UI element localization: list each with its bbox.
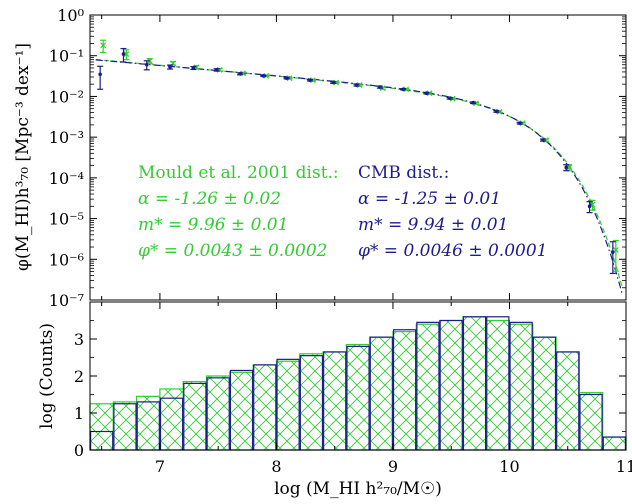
mould-histogram-bar xyxy=(299,353,324,451)
mould-histogram-bar xyxy=(532,336,557,451)
mould-histogram-bar xyxy=(322,351,347,451)
cmb-data-point xyxy=(541,138,545,142)
bottom-panel: 0 1 2 3 7 8 9 10 11 log (Counts) xyxy=(37,301,632,476)
cmb-data-point xyxy=(121,52,126,56)
x-axis-label: log (M_HI h²₇₀/M☉) xyxy=(274,479,442,499)
cmb-mstar: m* = 9.94 ± 0.01 xyxy=(358,215,508,235)
bottom-y-tick-label: 1 xyxy=(74,404,84,423)
cmb-heading: CMB dist.: xyxy=(358,163,449,183)
mould-histogram-bar xyxy=(252,364,278,451)
cmb-data-point xyxy=(261,74,266,78)
mould-data-point xyxy=(286,75,293,82)
mould-data-point xyxy=(333,79,340,86)
mould-data-point xyxy=(519,120,526,127)
cmb-data-point xyxy=(238,71,242,76)
cmb-data-point xyxy=(424,91,429,96)
mould-histogram-bar xyxy=(462,316,487,451)
top-data-points xyxy=(97,39,619,275)
cmb-data-point xyxy=(331,80,335,85)
top-panel: 10⁰ 10⁻¹ 10⁻² 10⁻³ 10⁻⁴ 10⁻⁵ 10⁻⁶ 10⁻⁷ φ(M_HI)h… xyxy=(13,6,627,310)
mould-data-point xyxy=(403,86,410,93)
top-y-tick-label: 10⁻⁴ xyxy=(49,169,84,188)
top-y-ticks: 10⁰ 10⁻¹ 10⁻² 10⁻³ 10⁻⁴ 10⁻⁵ 10⁻⁶ 10⁻⁷ xyxy=(49,6,626,310)
cmb-alpha: α = -1.25 ± 0.01 xyxy=(358,189,501,209)
bottom-y-tick-label: 3 xyxy=(74,330,84,349)
top-plot-frame xyxy=(89,14,627,301)
mould-annotation: Mould et al. 2001 dist.: α = -1.26 ± 0.0… xyxy=(138,163,339,261)
cmb-data-point xyxy=(517,121,522,126)
bottom-y-axis-label: log (Counts) xyxy=(37,323,57,429)
cmb-data-point xyxy=(168,65,172,69)
x-tick-label: 11 xyxy=(616,457,632,476)
mould-histogram-bar xyxy=(275,360,301,451)
mould-histogram-bar xyxy=(136,395,161,451)
top-y-tick-label: 10⁰ xyxy=(57,6,84,25)
mould-histogram-bar xyxy=(578,392,604,451)
cmb-data-point xyxy=(401,87,405,92)
cmb-data-point xyxy=(587,204,592,209)
bottom-y-tick-label: 0 xyxy=(74,441,84,460)
mould-data-point xyxy=(566,164,573,171)
mould-histogram-bar xyxy=(205,375,231,451)
top-y-tick-label: 10⁻⁶ xyxy=(49,250,84,269)
top-y-tick-label: 10⁻¹ xyxy=(49,47,84,66)
cmb-data-point xyxy=(494,109,499,114)
mould-data-point xyxy=(309,77,316,84)
mould-data-point xyxy=(100,42,107,49)
x-tick-label: 9 xyxy=(388,457,398,476)
cmb-data-point xyxy=(611,250,615,254)
mould-histogram-bar xyxy=(369,336,394,451)
cmb-data-point xyxy=(191,66,196,70)
mould-alpha: α = -1.26 ± 0.02 xyxy=(138,189,281,209)
mould-data-point xyxy=(426,90,433,97)
mould-data-point xyxy=(263,72,270,79)
cmb-data-point xyxy=(564,165,569,170)
mould-data-point xyxy=(123,51,130,57)
mould-histogram-bar xyxy=(112,401,138,451)
mould-histogram-bar xyxy=(392,331,417,451)
cmb-data-point xyxy=(98,72,102,77)
top-y-tick-label: 10⁻⁵ xyxy=(49,210,84,229)
mould-histogram-bar xyxy=(508,323,534,451)
x-tick-label: 8 xyxy=(271,457,281,476)
cmb-data-point xyxy=(308,78,312,83)
bottom-y-ticks: 0 1 2 3 xyxy=(74,320,626,460)
cmb-data-point xyxy=(214,68,219,72)
cmb-data-point xyxy=(378,85,382,89)
mould-histogram-bar xyxy=(485,319,511,451)
mould-histogram-bar xyxy=(602,436,627,451)
mould-histogram-bar xyxy=(229,371,254,451)
top-y-tick-label: 10⁻³ xyxy=(49,128,84,147)
x-tick-label: 7 xyxy=(155,457,165,476)
top-y-axis-label: φ(M_HI)h³₇₀ [Mpc⁻³ dex⁻¹] xyxy=(13,43,33,271)
histogram-bars xyxy=(89,316,627,451)
mould-histogram-bar xyxy=(438,319,464,451)
top-y-tick-label: 10⁻² xyxy=(49,87,84,106)
mould-histogram-bar xyxy=(89,403,114,451)
cmb-annotation: CMB dist.: α = -1.25 ± 0.01 m* = 9.94 ± … xyxy=(358,163,547,261)
cmb-data-point xyxy=(354,83,359,87)
top-x-ticks xyxy=(101,15,627,300)
bottom-y-tick-label: 2 xyxy=(74,367,84,386)
mould-histogram-bar xyxy=(345,343,371,451)
cmb-data-point xyxy=(471,100,475,105)
cmb-data-point xyxy=(447,96,452,101)
mould-data-point xyxy=(146,57,153,64)
mould-phistar: φ* = 0.0043 ± 0.0002 xyxy=(138,241,327,261)
mould-histogram-bar xyxy=(415,323,441,451)
cmb-data-point xyxy=(284,76,289,81)
cmb-phistar: φ* = 0.0046 ± 0.0001 xyxy=(358,241,547,261)
x-tick-label: 10 xyxy=(499,457,519,476)
top-y-tick-label: 10⁻⁷ xyxy=(49,291,84,310)
mould-heading: Mould et al. 2001 dist.: xyxy=(138,163,339,183)
bottom-x-ticks: 7 8 9 10 11 xyxy=(101,302,632,476)
cmb-data-point xyxy=(144,62,149,67)
mould-mstar: m* = 9.96 ± 0.01 xyxy=(138,215,288,235)
mould-histogram-bar xyxy=(555,351,580,451)
mould-data-point xyxy=(356,82,363,89)
mould-histogram-bar xyxy=(182,380,208,451)
